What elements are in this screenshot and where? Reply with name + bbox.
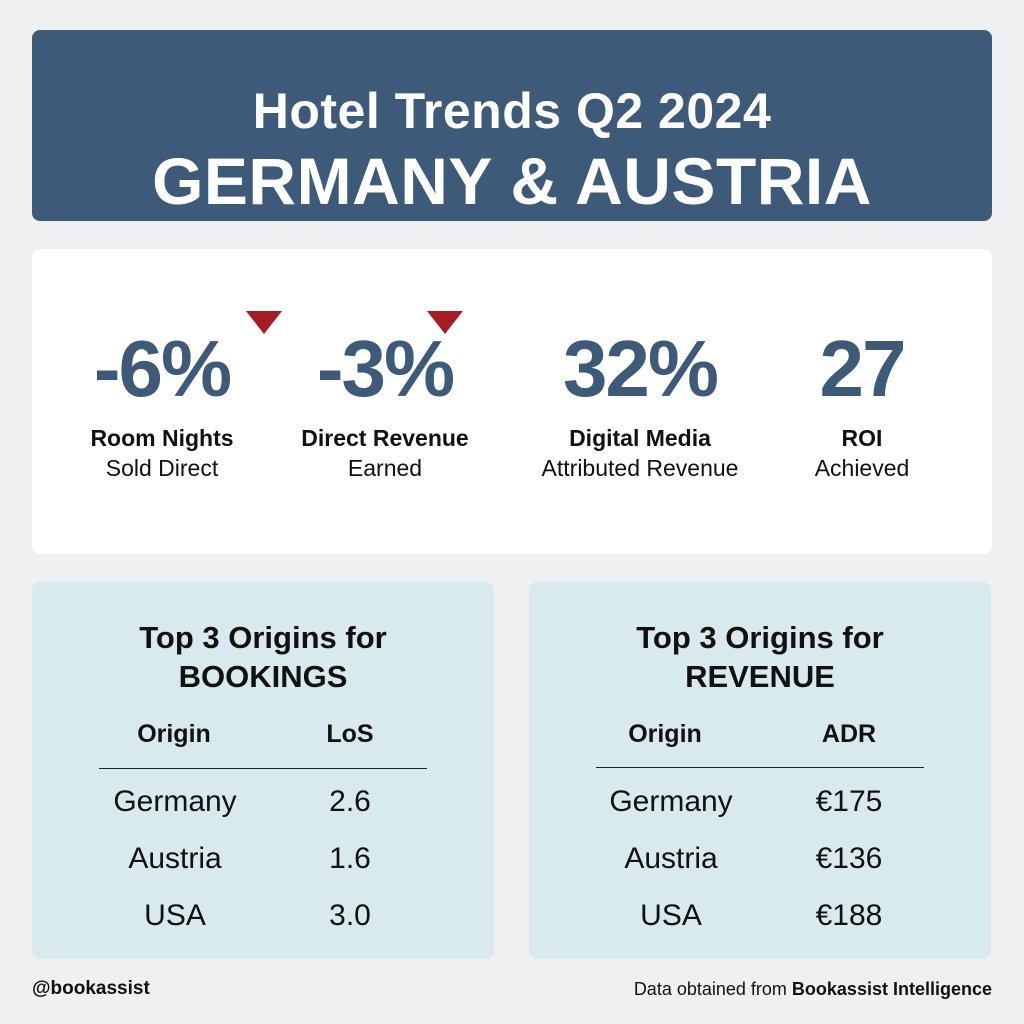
table-cell-origin: Austria	[128, 842, 222, 875]
down-arrow-icon	[427, 311, 463, 334]
card-title-line-1: Top 3 Origins for	[636, 620, 884, 655]
stat-sublabel: Attributed Revenue	[541, 455, 739, 481]
card-title-line-2: REVENUE	[685, 659, 835, 694]
column-header-origin: Origin	[137, 720, 211, 748]
table-cell-origin: Germany	[609, 785, 733, 818]
social-handle: @bookassist	[32, 978, 150, 999]
card-title: Top 3 Origins for REVENUE	[529, 618, 991, 696]
source-prefix: Data obtained from	[633, 979, 787, 999]
stat-digital-media: 32% Digital Media Attributed Revenue	[520, 249, 760, 554]
table-cell-value: 2.6	[329, 785, 371, 818]
stat-label: ROI	[841, 425, 883, 451]
stat-sublabel: Earned	[347, 455, 423, 481]
title-line-1: Hotel Trends Q2 2024	[252, 83, 772, 139]
title-line-2: GERMANY & AUSTRIA	[152, 144, 872, 218]
data-source-note: Data obtained from Bookassist Intelligen…	[634, 979, 992, 1000]
table-cell-value: 3.0	[329, 899, 371, 932]
card-title-line-1: Top 3 Origins for	[139, 620, 387, 655]
bookings-origins-card: Top 3 Origins for BOOKINGS Origin LoS Ge…	[32, 582, 494, 959]
card-title-line-2: BOOKINGS	[178, 659, 348, 694]
card-title: Top 3 Origins for BOOKINGS	[32, 618, 494, 696]
table-divider	[596, 767, 924, 768]
table-cell-origin: USA	[144, 899, 206, 932]
stat-sublabel: Achieved	[814, 455, 910, 481]
stats-panel: -6% Room Nights Sold Direct -3% Direct R…	[32, 249, 992, 554]
down-arrow-icon	[246, 311, 282, 334]
table-cell-value: €188	[815, 899, 883, 932]
stat-sublabel: Sold Direct	[105, 455, 219, 481]
table-cell-value: 1.6	[329, 842, 371, 875]
title-banner: Hotel Trends Q2 2024 GERMANY & AUSTRIA	[32, 30, 992, 221]
stat-room-nights: -6% Room Nights Sold Direct	[72, 249, 282, 554]
table-divider	[99, 768, 427, 769]
table-cell-origin: USA	[640, 899, 702, 932]
stat-value: 32%	[562, 324, 719, 413]
stat-label: Room Nights	[90, 425, 234, 451]
column-header-adr: ADR	[821, 720, 877, 748]
stat-value: -6%	[93, 324, 232, 413]
stat-value: -3%	[316, 324, 455, 413]
stat-label: Digital Media	[569, 425, 711, 451]
table-cell-value: €136	[815, 842, 883, 875]
source-name: Bookassist Intelligence	[791, 979, 992, 999]
table-cell-origin: Germany	[113, 785, 237, 818]
stat-roi: 27 ROI Achieved	[788, 249, 936, 554]
stat-value: 27	[819, 324, 907, 413]
revenue-origins-card: Top 3 Origins for REVENUE Origin ADR Ger…	[529, 582, 991, 959]
stat-label: Direct Revenue	[301, 425, 469, 451]
column-header-origin: Origin	[628, 720, 702, 748]
column-header-los: LoS	[326, 720, 374, 748]
stat-direct-revenue: -3% Direct Revenue Earned	[287, 249, 483, 554]
table-cell-origin: Austria	[624, 842, 718, 875]
table-cell-value: €175	[815, 785, 883, 818]
